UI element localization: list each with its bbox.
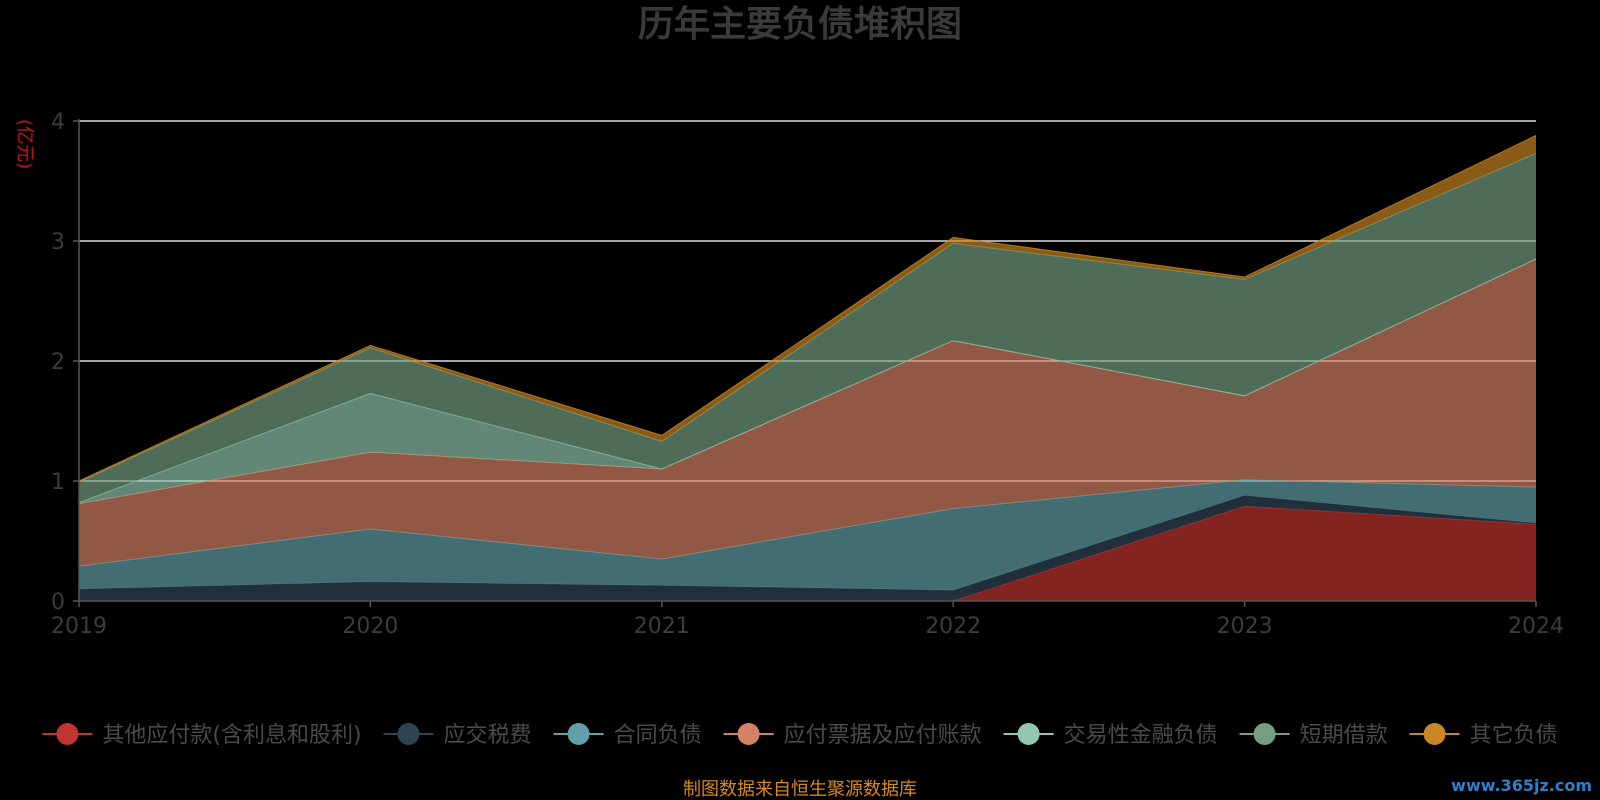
legend-swatch-circle-icon-0: [56, 723, 79, 745]
area-series-4: [79, 259, 1536, 504]
legend-swatch-circle-icon-3: [737, 723, 760, 745]
legend-swatch-circle-icon-6: [1423, 723, 1446, 745]
y-tick-label-0: 0: [51, 590, 65, 615]
legend-item-0[interactable]: 其他应付款(含利息和股利): [42, 723, 362, 748]
area-series-5: [79, 153, 1536, 503]
legend-label-1: 应交税费: [444, 723, 532, 748]
legend-item-4[interactable]: 交易性金融负债: [1003, 723, 1218, 748]
x-tick-label-2: 2021: [634, 614, 690, 639]
area-series: [78, 134, 1537, 602]
y-tick-label-1: 1: [51, 470, 65, 495]
watermark: www.365jz.com: [1451, 776, 1592, 795]
area-series-2: [79, 479, 1536, 591]
x-tick-label-0: 2019: [51, 614, 107, 639]
area-series-1: [79, 495, 1536, 601]
y-tick-label-4: 4: [51, 110, 65, 135]
legend-label-2: 合同负债: [614, 723, 702, 748]
legend-item-2[interactable]: 合同负债: [553, 723, 702, 748]
area-series-3: [79, 259, 1536, 567]
legend-item-3[interactable]: 应付票据及应付账款: [723, 723, 982, 748]
legend-swatch-circle-icon-2: [567, 723, 590, 745]
data-source-note: 制图数据来自恒生聚源数据库: [683, 779, 917, 800]
x-tick-label-5: 2024: [1508, 614, 1564, 639]
y-tick-label-2: 2: [51, 350, 65, 375]
x-tick-label-1: 2020: [342, 614, 398, 639]
y-tick-labels: 0 1 2 3 4: [51, 110, 65, 615]
legend[interactable]: 其他应付款(含利息和股利) 应交税费 合同负债 应付票据及应付账款 交易性金融负债 短期借…: [42, 723, 1558, 748]
legend-swatch-circle-icon-1: [397, 723, 420, 745]
legend-item-1[interactable]: 应交税费: [383, 723, 532, 748]
y-axis-unit-label: (亿元): [14, 119, 35, 169]
legend-label-4: 交易性金融负债: [1064, 723, 1218, 748]
x-tick-label-4: 2023: [1217, 614, 1273, 639]
legend-label-0: 其他应付款(含利息和股利): [102, 723, 361, 748]
axes: [73, 119, 1537, 607]
legend-swatch-circle-icon-4: [1017, 723, 1040, 745]
x-tick-label-3: 2022: [925, 614, 981, 639]
area-series-line-6: [78, 134, 1537, 482]
legend-item-5[interactable]: 短期借款: [1239, 723, 1388, 748]
legend-swatch-circle-icon-5: [1253, 723, 1276, 745]
y-tick-label-3: 3: [51, 230, 65, 255]
chart-title: 历年主要负债堆积图: [638, 4, 962, 45]
legend-label-3: 应付票据及应付账款: [784, 723, 982, 748]
x-tick-labels: 2019 2020 2021 2022 2023 2024: [51, 614, 1564, 639]
legend-label-6: 其它负债: [1470, 723, 1558, 748]
legend-item-6[interactable]: 其它负债: [1409, 723, 1558, 748]
legend-label-5: 短期借款: [1300, 723, 1388, 748]
